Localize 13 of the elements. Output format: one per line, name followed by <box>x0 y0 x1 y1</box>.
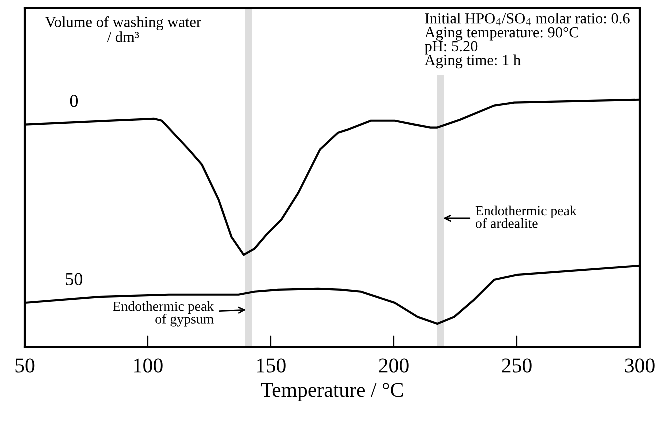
x-axis-title: Temperature / °C <box>261 383 404 402</box>
x-tick-label: 200 <box>379 358 409 373</box>
x-tick-label: 300 <box>625 358 655 373</box>
x-tick-label: 100 <box>134 358 163 373</box>
x-tick-label: 50 <box>16 358 35 373</box>
annotation: Endothermic peak of ardealite <box>476 206 577 228</box>
annotation: Endothermic peak of gypsum <box>113 301 214 327</box>
legend-title: Volume of washing water / dm³ <box>45 16 202 42</box>
series-label: 50 <box>66 273 83 286</box>
text: Initial HPO$_{4}$/SO$_{4}$ molar ratio: 0.6 Aging temperature: 90°C pH: 5.20 Aging time: 1 h <box>424 12 630 69</box>
x-tick-label: 250 <box>502 358 532 373</box>
x-tick-label: 150 <box>257 358 286 373</box>
series-label: 0 <box>70 95 78 108</box>
